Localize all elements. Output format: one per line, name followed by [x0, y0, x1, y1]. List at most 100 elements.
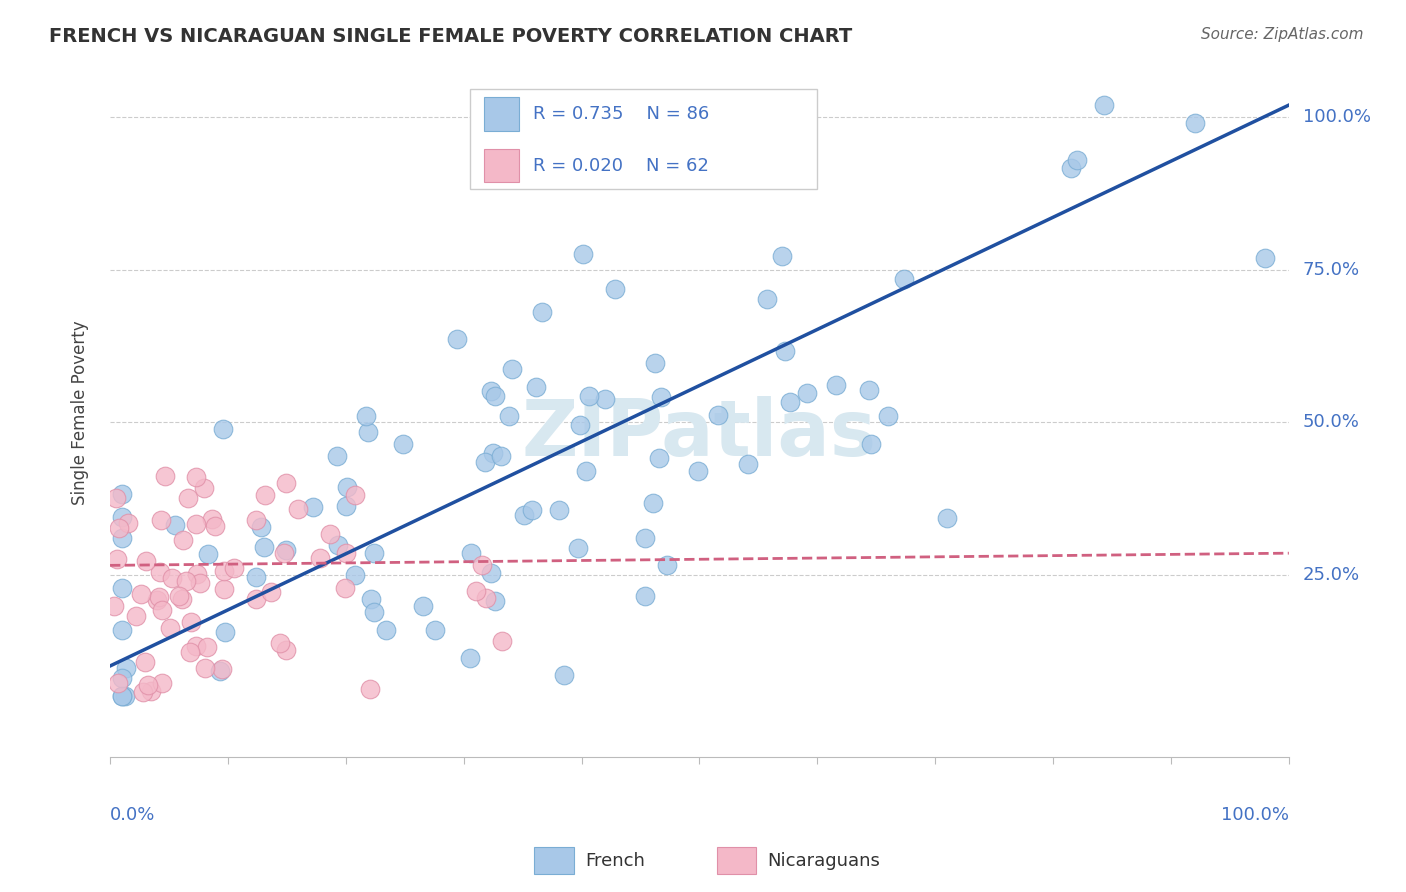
Point: [474, 591, 496, 606]
Point: [354, 409, 377, 423]
Point: [465, 584, 488, 599]
Point: [481, 384, 503, 399]
Point: [374, 623, 396, 637]
Point: [179, 645, 201, 659]
Point: [148, 565, 170, 579]
Text: French: French: [585, 852, 645, 870]
Point: [135, 554, 157, 568]
Point: [222, 561, 245, 575]
Text: 75.0%: 75.0%: [1303, 260, 1360, 278]
Point: [107, 675, 129, 690]
Point: [460, 650, 482, 665]
Point: [197, 547, 219, 561]
Point: [356, 425, 378, 440]
Point: [343, 488, 366, 502]
Point: [574, 464, 596, 478]
Point: [250, 520, 273, 534]
Point: [335, 500, 357, 514]
Point: [180, 615, 202, 630]
Bar: [484, 97, 519, 130]
Text: 100.0%: 100.0%: [1220, 805, 1289, 823]
Point: [204, 518, 226, 533]
Point: [326, 538, 349, 552]
Point: [132, 685, 155, 699]
Point: [446, 332, 468, 346]
Point: [186, 567, 208, 582]
Point: [160, 571, 183, 585]
Point: [501, 361, 523, 376]
Point: [146, 593, 169, 607]
Point: [287, 502, 309, 516]
Text: FRENCH VS NICARAGUAN SINGLE FEMALE POVERTY CORRELATION CHART: FRENCH VS NICARAGUAN SINGLE FEMALE POVER…: [49, 27, 852, 45]
Text: 100.0%: 100.0%: [1303, 108, 1371, 127]
Point: [184, 639, 207, 653]
Text: R = 0.735    N = 86: R = 0.735 N = 86: [533, 105, 710, 123]
Point: [111, 671, 134, 685]
Point: [460, 545, 482, 559]
Point: [111, 624, 134, 638]
Point: [194, 661, 217, 675]
Point: [859, 437, 882, 451]
Point: [572, 247, 595, 261]
Point: [174, 574, 197, 588]
Point: [214, 625, 236, 640]
Point: [111, 531, 134, 545]
Point: [212, 582, 235, 596]
Point: [172, 592, 194, 607]
Point: [150, 603, 173, 617]
Point: [360, 592, 382, 607]
Point: [412, 599, 434, 614]
Point: [212, 564, 235, 578]
Point: [108, 521, 131, 535]
Point: [678, 105, 700, 120]
Text: Nicaraguans: Nicaraguans: [768, 852, 880, 870]
Point: [276, 643, 298, 657]
Point: [484, 389, 506, 403]
Point: [105, 552, 128, 566]
Point: [172, 533, 194, 547]
Point: [125, 608, 148, 623]
Point: [569, 417, 592, 432]
Point: [260, 585, 283, 599]
Point: [129, 587, 152, 601]
Point: [482, 446, 505, 460]
Point: [245, 570, 267, 584]
Point: [634, 531, 657, 545]
Text: Source: ZipAtlas.com: Source: ZipAtlas.com: [1201, 27, 1364, 42]
Point: [648, 450, 671, 465]
Text: 0.0%: 0.0%: [110, 805, 156, 823]
Point: [593, 392, 616, 406]
Point: [513, 508, 536, 522]
Point: [530, 305, 553, 319]
Point: [115, 661, 138, 675]
Point: [650, 390, 672, 404]
Point: [479, 566, 502, 581]
Point: [363, 606, 385, 620]
Point: [343, 567, 366, 582]
Point: [567, 541, 589, 556]
Point: [335, 546, 357, 560]
Point: [936, 510, 959, 524]
Point: [111, 690, 134, 704]
Point: [423, 624, 446, 638]
Point: [392, 437, 415, 451]
Text: R = 0.020    N = 62: R = 0.020 N = 62: [533, 157, 709, 175]
Point: [114, 690, 136, 704]
Point: [117, 516, 139, 530]
Point: [274, 475, 297, 490]
Point: [336, 480, 359, 494]
Point: [309, 551, 332, 566]
Point: [876, 409, 898, 423]
Point: [547, 503, 569, 517]
Point: [644, 356, 666, 370]
Point: [155, 468, 177, 483]
Point: [269, 636, 291, 650]
FancyBboxPatch shape: [470, 89, 817, 189]
Point: [1184, 116, 1206, 130]
Point: [193, 481, 215, 495]
Point: [489, 449, 512, 463]
Point: [212, 422, 235, 436]
Point: [474, 455, 496, 469]
Point: [498, 409, 520, 423]
Point: [491, 634, 513, 648]
